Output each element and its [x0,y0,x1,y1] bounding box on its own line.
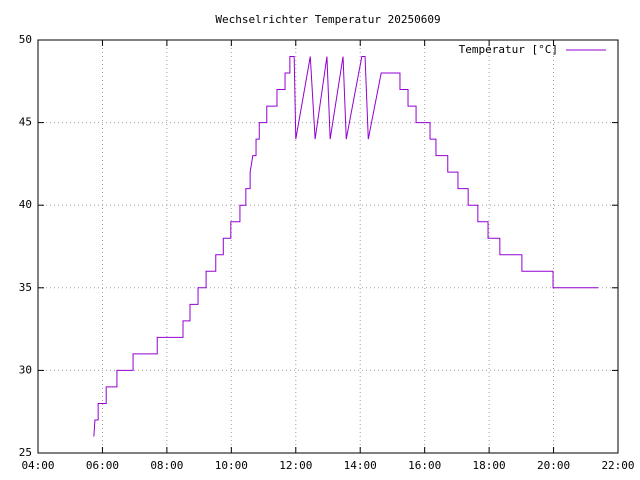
x-tick-label: 22:00 [601,459,634,472]
x-tick-label: 08:00 [150,459,183,472]
y-tick-label: 30 [19,363,32,376]
y-tick-label: 35 [19,281,32,294]
x-tick-label: 14:00 [344,459,377,472]
y-tick-label: 50 [19,33,32,46]
y-tick-label: 45 [19,116,32,129]
x-tick-label: 18:00 [473,459,506,472]
plot-frame [37,39,619,454]
y-tick-label: 40 [19,198,32,211]
x-tick-label: 16:00 [408,459,441,472]
x-tick-label: 20:00 [537,459,570,472]
x-tick-label: 10:00 [215,459,248,472]
chart-title: Wechselrichter Temperatur 20250609 [215,13,440,26]
x-tick-label: 12:00 [279,459,312,472]
legend-label: Temperatur [°C] [459,43,558,56]
x-tick-label: 04:00 [21,459,54,472]
data-line [93,56,599,437]
y-tick-label: 25 [19,446,32,459]
x-tick-label: 06:00 [86,459,119,472]
